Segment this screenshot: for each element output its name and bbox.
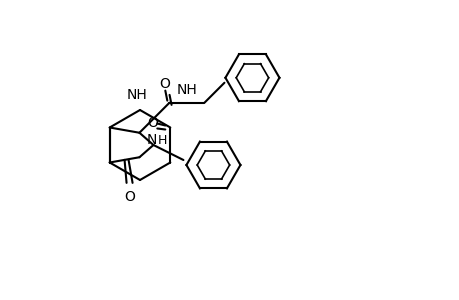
Text: NH: NH (126, 88, 147, 102)
Text: NH: NH (176, 83, 197, 97)
Text: N: N (146, 133, 156, 147)
Text: H: H (157, 134, 167, 146)
Text: O: O (159, 77, 169, 91)
Text: O: O (124, 190, 134, 204)
Text: O: O (146, 116, 157, 130)
